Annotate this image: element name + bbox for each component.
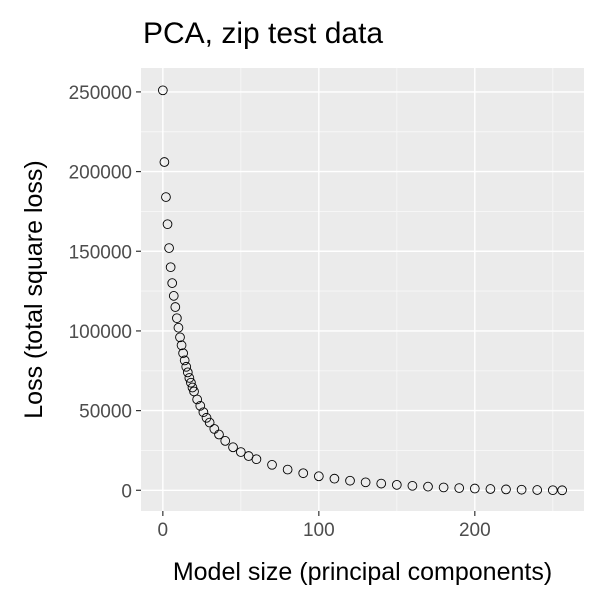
data-point [170,302,181,312]
data-point [267,459,277,470]
chart-title: PCA, zip test data [143,17,383,50]
y-tick-label: 50000 [79,402,132,423]
y-axis-title: Loss (total square loss) [20,160,48,418]
data-point [164,243,174,253]
data-point [469,483,480,494]
data-point [201,412,212,423]
data-point [423,481,433,492]
axis-ticks [136,91,476,516]
data-point [162,219,173,230]
data-point [175,332,185,343]
data-point [438,482,449,493]
data-point [228,442,238,453]
data-point [251,454,262,465]
data-point [313,471,324,482]
data-point [485,484,496,494]
x-tick-label: 0 [158,520,169,541]
data-point [501,484,511,495]
data-point [298,468,309,479]
data-points [157,85,568,496]
data-point [376,478,387,489]
data-point [165,262,176,273]
data-point [167,278,178,288]
y-tick-label: 0 [121,481,132,502]
data-point [157,85,168,96]
data-point [198,407,209,418]
data-point [235,447,246,457]
data-point [173,322,184,333]
data-point [220,436,231,446]
data-point [407,480,418,491]
data-point [345,475,355,486]
data-point [172,313,182,324]
data-point [547,485,558,496]
data-point [454,483,465,493]
data-point [168,291,179,301]
y-tick-label: 200000 [69,163,132,184]
y-tick-label: 100000 [69,322,132,343]
data-point [557,485,568,496]
data-point [181,361,192,372]
plot-panel [141,68,584,511]
data-point [186,377,196,388]
x-axis-title: Model size (principal components) [173,558,552,586]
data-point [179,355,190,366]
y-tick-label: 250000 [69,83,132,104]
y-tick-label: 150000 [69,242,132,263]
data-point [214,429,224,440]
x-axis-tick-labels: 0 100 200 [158,520,491,541]
data-point [192,394,203,405]
data-point [360,477,371,488]
data-point [282,464,293,475]
data-point [184,373,195,383]
y-axis-tick-labels: 0 50000 100000 150000 200000 250000 [69,83,132,502]
data-point [182,367,193,378]
data-point [329,473,340,484]
data-point [178,348,188,359]
data-point [391,480,402,490]
data-point [195,400,206,411]
gridlines [141,68,584,511]
data-point [532,485,543,495]
data-point [159,157,170,167]
data-point [187,382,198,393]
x-tick-label: 200 [459,520,491,541]
data-point [516,484,527,495]
data-point [161,192,171,202]
data-point [176,340,187,351]
x-tick-label: 100 [303,520,335,541]
data-point [204,417,215,428]
